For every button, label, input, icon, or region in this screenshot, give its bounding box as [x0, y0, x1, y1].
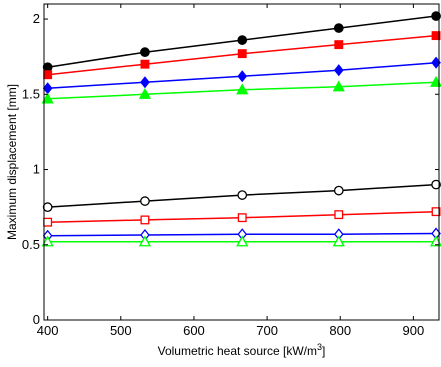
series-5	[42, 179, 441, 212]
data-point	[334, 40, 344, 50]
x-tick-label: 400	[37, 323, 59, 338]
x-tick-label: 700	[256, 323, 278, 338]
x-axis-label-main: Volumetric heat source [kW/m	[158, 344, 317, 358]
x-tick-label: 900	[403, 323, 425, 338]
data-point	[431, 207, 441, 217]
data-point	[334, 210, 344, 220]
x-axis-label: Volumetric heat source [kW/m3]	[158, 342, 326, 358]
data-point	[431, 31, 441, 41]
data-point	[332, 80, 345, 92]
data-point	[140, 196, 150, 206]
series-2	[43, 31, 441, 80]
plot-frame	[43, 3, 440, 321]
y-tick-label: 2	[33, 11, 40, 26]
series-3	[42, 56, 441, 95]
data-point	[333, 64, 344, 77]
data-point	[140, 47, 150, 58]
y-axis-label: Maximum displacement [mm]	[5, 84, 19, 240]
data-point	[140, 215, 150, 225]
data-point	[42, 202, 53, 212]
data-point	[236, 83, 249, 95]
x-axis-label-superscript: 3	[317, 342, 322, 352]
data-point	[42, 82, 53, 95]
data-point	[42, 62, 53, 73]
x-tick-label: 800	[329, 323, 351, 338]
x-axis-label-suffix: ]	[322, 344, 325, 358]
data-point	[237, 213, 247, 223]
data-point	[140, 59, 150, 69]
y-tick-label: 1.5	[22, 86, 40, 101]
data-point	[333, 185, 344, 196]
ticks-layer: 400 500 600 700 800 900 0 0.5 1 1.5 2	[22, 4, 439, 338]
data-point	[43, 217, 53, 227]
data-point	[138, 87, 152, 99]
data-point	[43, 70, 53, 80]
series-layer	[41, 11, 441, 247]
series-8	[41, 235, 441, 247]
data-point	[41, 92, 54, 104]
series-1	[42, 11, 441, 73]
data-point	[140, 76, 150, 89]
series-6	[43, 207, 441, 227]
y-tick-label: 0.5	[22, 237, 40, 252]
data-point	[431, 11, 441, 21]
series-7	[42, 227, 441, 242]
data-point	[237, 35, 248, 45]
data-point	[237, 70, 248, 83]
y-tick-label: 1	[33, 162, 40, 177]
data-point	[236, 235, 249, 247]
data-point	[431, 179, 441, 190]
y-tick-label: 0	[33, 312, 40, 327]
data-point	[333, 23, 344, 33]
data-point	[237, 190, 248, 200]
x-tick-label: 500	[110, 323, 132, 338]
data-point	[237, 49, 247, 59]
x-tick-label: 600	[183, 323, 205, 338]
data-point	[332, 235, 345, 247]
data-point	[41, 235, 54, 247]
data-point	[138, 235, 152, 247]
